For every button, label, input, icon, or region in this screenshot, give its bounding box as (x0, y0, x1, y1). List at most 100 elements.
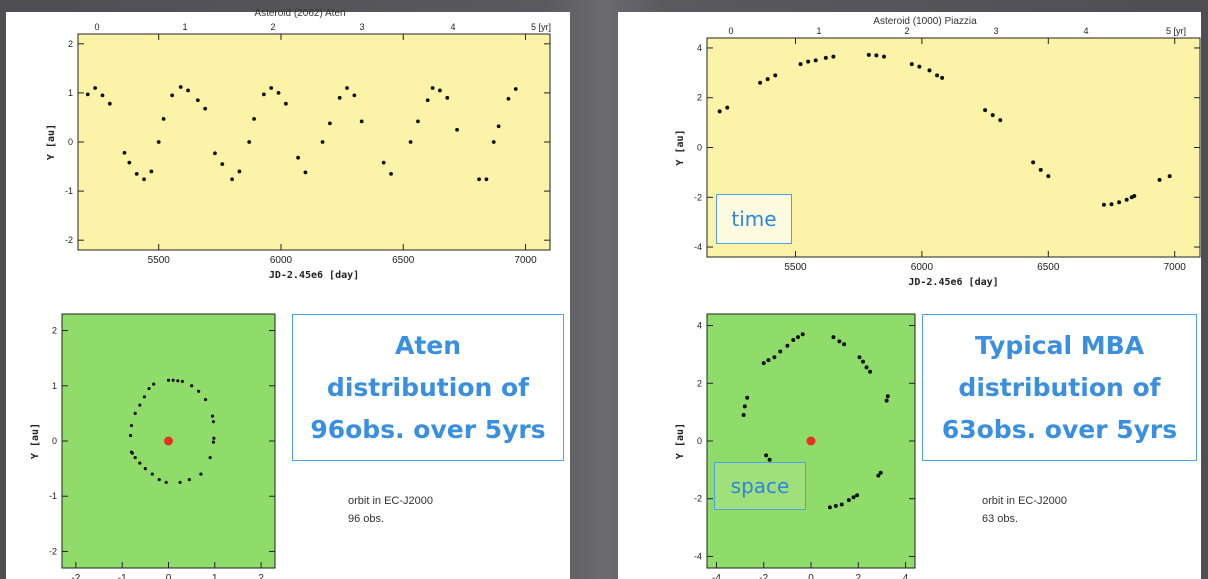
data-point (806, 59, 811, 64)
x-tick-label: -2 (71, 573, 80, 579)
y-tick-label: 4 (697, 321, 702, 331)
y-tick-label: 1 (68, 88, 73, 98)
data-point (717, 109, 722, 114)
x-tick-label: -1 (118, 573, 127, 579)
space-tag-label: space (730, 474, 790, 498)
data-point (491, 140, 496, 144)
y-tick-label: -4 (694, 242, 702, 252)
data-point (839, 502, 844, 507)
year-tick-label: 0 (728, 26, 733, 36)
data-point (142, 177, 146, 182)
data-point (878, 470, 883, 475)
data-point (506, 96, 511, 101)
data-point (152, 382, 156, 386)
data-point (129, 423, 134, 428)
year-tick-label: 1 (816, 26, 821, 36)
data-point (833, 503, 838, 508)
data-point (1109, 202, 1114, 207)
piazzia-orbit-frame: orbit in EC-J2000 (982, 495, 1067, 507)
data-point (150, 472, 154, 476)
data-point (122, 150, 127, 155)
piazzia-orbit-note: orbit in EC-J2000 63 obs. (982, 492, 1067, 528)
data-point (773, 73, 778, 78)
data-point (156, 140, 161, 144)
time-tag: time (716, 194, 792, 244)
year-tick-label: 4 (1083, 26, 1088, 36)
y-axis-label: Y [au] (675, 129, 686, 165)
year-tick-label: 3 (359, 22, 364, 32)
data-point (1101, 202, 1106, 207)
data-point (213, 151, 217, 156)
data-point (230, 177, 234, 182)
data-point (389, 172, 393, 176)
data-point (133, 411, 137, 415)
data-point (107, 101, 112, 106)
data-point (990, 113, 995, 118)
data-point (765, 77, 770, 82)
year-tick-label: 5 [yr] (531, 22, 551, 32)
y-tick-label: -1 (65, 186, 73, 196)
data-point (874, 53, 879, 58)
data-point (876, 473, 881, 478)
data-point (283, 101, 288, 106)
data-point (800, 332, 805, 337)
data-point (1031, 160, 1036, 165)
data-point (196, 389, 201, 393)
data-point (861, 359, 865, 364)
x-tick-label: 7000 (514, 255, 537, 266)
data-point (381, 160, 386, 165)
aten-callout: Aten distribution of 96obs. over 5yrs (292, 314, 564, 461)
data-point (180, 379, 184, 383)
data-point (85, 92, 90, 97)
x-tick-label: 4 (903, 573, 909, 579)
data-point (327, 121, 332, 126)
x-tick-label: 6500 (392, 255, 415, 266)
y-tick-label: 2 (52, 326, 57, 336)
aten-callout-line-3: 96obs. over 5yrs (310, 414, 546, 444)
data-point (157, 478, 161, 482)
y-axis-label: Y [au] (30, 423, 41, 459)
data-point (190, 384, 194, 388)
data-point (128, 433, 133, 438)
y-tick-label: -2 (694, 494, 702, 504)
data-point (171, 378, 175, 382)
data-point (149, 169, 154, 174)
data-point (147, 386, 151, 391)
aten-orbit-frame: orbit in EC-J2000 (348, 495, 433, 507)
y-tick-label: -4 (694, 551, 702, 561)
data-point (345, 86, 349, 90)
data-point (917, 64, 922, 69)
data-point (496, 124, 501, 129)
data-point (208, 455, 212, 460)
y-tick-label: 2 (697, 93, 702, 103)
data-point (212, 436, 216, 440)
data-point (187, 478, 191, 482)
y-tick-label: 0 (52, 436, 57, 446)
sun-marker (806, 436, 816, 446)
x-tick-label: -4 (712, 573, 721, 579)
data-point (430, 86, 435, 90)
data-point (416, 119, 420, 124)
data-point (203, 106, 208, 111)
data-point (927, 68, 932, 73)
sun-marker (164, 436, 173, 446)
x-tick-label: 6000 (911, 262, 934, 273)
y-tick-label: 4 (697, 43, 702, 53)
year-tick-label: 0 (94, 22, 99, 32)
x-tick-label: 5500 (784, 262, 807, 273)
data-point (178, 85, 183, 89)
data-point (761, 361, 766, 366)
data-point (864, 365, 869, 370)
data-point (1046, 174, 1051, 179)
data-point (211, 440, 216, 444)
x-tick-label: 7000 (1164, 262, 1187, 273)
data-point (796, 335, 800, 340)
data-point (127, 160, 132, 165)
data-point (767, 457, 772, 462)
year-tick-label: 1 (182, 22, 187, 32)
data-point (868, 369, 873, 374)
data-point (276, 91, 281, 95)
y-axis-label: Y [au] (675, 423, 686, 459)
data-point (195, 98, 200, 103)
